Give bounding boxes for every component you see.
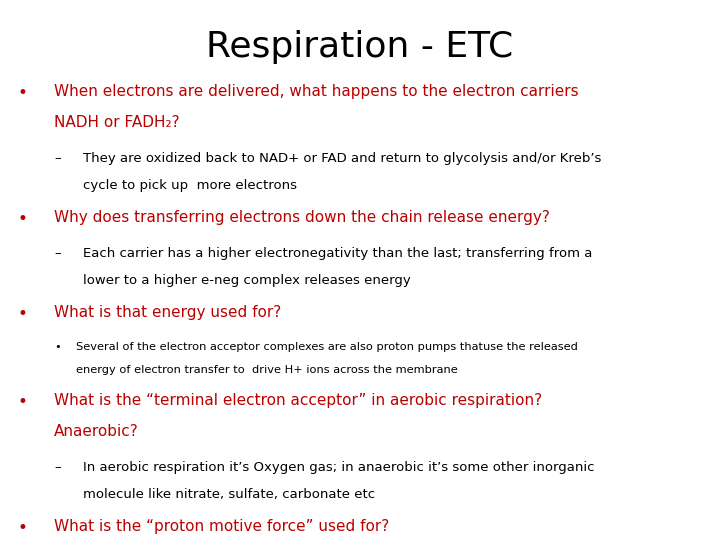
Text: –: – xyxy=(54,152,60,165)
Text: molecule like nitrate, sulfate, carbonate etc: molecule like nitrate, sulfate, carbonat… xyxy=(83,488,375,501)
Text: What is the “proton motive force” used for?: What is the “proton motive force” used f… xyxy=(54,519,390,534)
Text: •: • xyxy=(18,84,28,102)
Text: energy of electron transfer to  drive H+ ions across the membrane: energy of electron transfer to drive H+ … xyxy=(76,365,457,375)
Text: •: • xyxy=(18,305,28,323)
Text: •: • xyxy=(18,519,28,537)
Text: What is that energy used for?: What is that energy used for? xyxy=(54,305,282,320)
Text: NADH or FADH₂?: NADH or FADH₂? xyxy=(54,115,179,130)
Text: lower to a higher e-neg complex releases energy: lower to a higher e-neg complex releases… xyxy=(83,274,410,287)
Text: Several of the electron acceptor complexes are also proton pumps thatuse the rel: Several of the electron acceptor complex… xyxy=(76,342,577,352)
Text: –: – xyxy=(54,461,60,474)
Text: •: • xyxy=(18,210,28,228)
Text: Respiration - ETC: Respiration - ETC xyxy=(207,30,513,64)
Text: –: – xyxy=(54,247,60,260)
Text: They are oxidized back to NAD+ or FAD and return to glycolysis and/or Kreb’s: They are oxidized back to NAD+ or FAD an… xyxy=(83,152,601,165)
Text: In aerobic respiration it’s Oxygen gas; in anaerobic it’s some other inorganic: In aerobic respiration it’s Oxygen gas; … xyxy=(83,461,594,474)
Text: When electrons are delivered, what happens to the electron carriers: When electrons are delivered, what happe… xyxy=(54,84,579,99)
Text: Anaerobic?: Anaerobic? xyxy=(54,424,139,439)
Text: Why does transferring electrons down the chain release energy?: Why does transferring electrons down the… xyxy=(54,210,550,225)
Text: cycle to pick up  more electrons: cycle to pick up more electrons xyxy=(83,179,297,192)
Text: Each carrier has a higher electronegativity than the last; transferring from a: Each carrier has a higher electronegativ… xyxy=(83,247,592,260)
Text: •: • xyxy=(18,393,28,410)
Text: What is the “terminal electron acceptor” in aerobic respiration?: What is the “terminal electron acceptor”… xyxy=(54,393,542,408)
Text: •: • xyxy=(54,342,60,352)
